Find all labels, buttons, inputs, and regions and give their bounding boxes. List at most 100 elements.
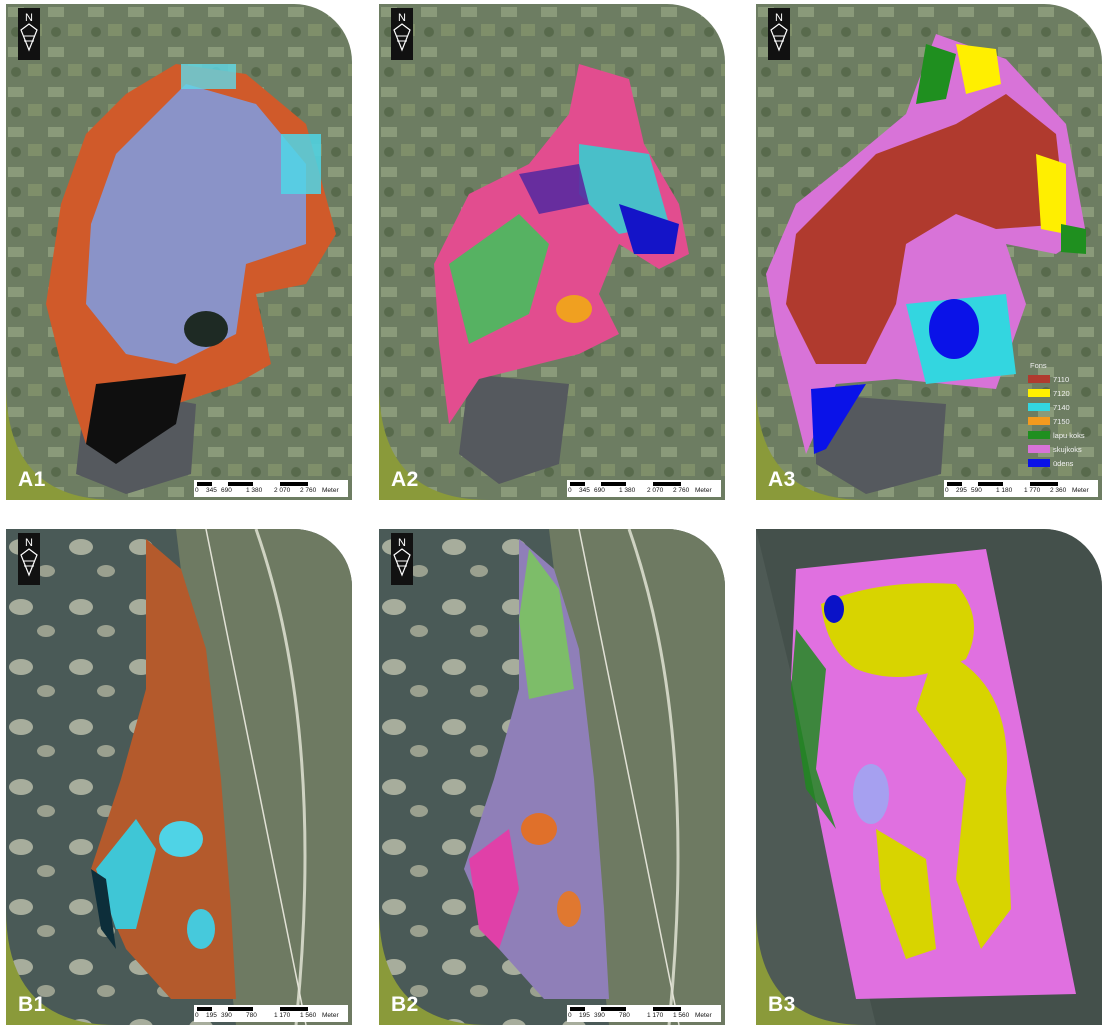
- b3-corner: [756, 909, 866, 1025]
- b3-yellow-band-arc: [916, 649, 1011, 949]
- a3-legend-item: 7110: [1028, 372, 1096, 386]
- b1-coast-line: [254, 529, 307, 1025]
- a3-north-arrow-icon: N: [768, 8, 790, 60]
- b1-label: B1: [18, 993, 46, 1016]
- b2-scale-tick: 195: [579, 1012, 590, 1019]
- b2-scale-tick: 390: [594, 1012, 605, 1019]
- b2-coast-line: [627, 529, 680, 1025]
- a3-legend-swatch: [1028, 375, 1050, 383]
- a3-legend-item: 7140: [1028, 400, 1096, 414]
- b3-lilac-patch: [853, 764, 889, 824]
- b2-road: [578, 529, 680, 1025]
- a2-green-zone: [449, 214, 549, 344]
- a3-legend-label: 7110: [1053, 374, 1070, 384]
- b1-scale-tick: 390: [221, 1012, 232, 1019]
- a3-legend-label: lapu koks: [1053, 430, 1085, 440]
- a3-legend-swatch: [1028, 403, 1050, 411]
- b2-orange-pool-lower: [557, 891, 581, 927]
- b2-map: [379, 529, 725, 1025]
- b2-magenta-zone: [469, 829, 519, 949]
- a3-scale-tick: 1 770: [1024, 487, 1041, 494]
- b3-green-edge: [791, 629, 836, 829]
- b2-corner: [379, 909, 489, 1025]
- b2-scale-tick: 0: [568, 1012, 572, 1019]
- b1-map: [6, 529, 352, 1025]
- a1-scale-tick: 690: [221, 487, 232, 494]
- panel-b3: B3: [756, 529, 1102, 1025]
- a2-scale-tick: 2 760: [673, 487, 690, 494]
- a3-legend-item: 7120: [1028, 386, 1096, 400]
- svg-text:N: N: [775, 12, 783, 24]
- b1-scale-bar: 0 195 390 780 1 170 1 560 Meter: [194, 1005, 348, 1022]
- b2-orange-pool: [521, 813, 557, 845]
- a2-north-arrow-icon: N: [391, 8, 413, 60]
- panel-b1: N B1 0 195 390 780 1 170 1 560 Meter: [6, 529, 352, 1025]
- svg-text:N: N: [398, 12, 406, 24]
- b2-green-zone: [519, 549, 574, 699]
- b1-scale-tick: 1 170: [274, 1012, 291, 1019]
- a3-legend-swatch: [1028, 431, 1050, 439]
- a3-lapu-koks-zone-right: [1061, 224, 1086, 254]
- panel-a2: N A2 0 345 690 1 380 2 070 2 760 Meter: [379, 4, 725, 500]
- svg-text:N: N: [25, 537, 33, 549]
- a1-scale-unit: Meter: [322, 487, 339, 494]
- a3-scale-tick: 295: [956, 487, 967, 494]
- a2-scale-tick: 2 070: [647, 487, 664, 494]
- a3-legend-item: ūdens: [1028, 456, 1096, 470]
- a2-orange-pool: [556, 295, 592, 323]
- a2-scale-tick: 690: [594, 487, 605, 494]
- b1-scale-unit: Meter: [322, 1012, 339, 1019]
- b2-land-strip: [549, 529, 725, 1025]
- panel-a1: N A1 0 345 690 1 380 2 070 2 760 Meter: [6, 4, 352, 500]
- a1-scale-tick: 0: [195, 487, 199, 494]
- a1-scale-bar: 0 345 690 1 380 2 070 2 760 Meter: [194, 480, 348, 497]
- a3-legend-item: 7150: [1028, 414, 1096, 428]
- b1-north-arrow-icon: N: [18, 533, 40, 585]
- b1-scale-tick: 780: [246, 1012, 257, 1019]
- a2-corner: [379, 384, 489, 500]
- a3-lapu-koks-zone: [916, 44, 956, 104]
- svg-text:N: N: [398, 537, 406, 549]
- a1-lake-shadow: [86, 374, 186, 464]
- a1-bog-core: [86, 84, 306, 364]
- b2-scale-bar: 0 195 390 780 1 170 1 560 Meter: [567, 1005, 721, 1022]
- a3-scale-tick: 590: [971, 487, 982, 494]
- a3-legend-swatch: [1028, 445, 1050, 453]
- b1-scale-tick: 1 560: [300, 1012, 317, 1019]
- a2-cyan-zone: [579, 144, 669, 234]
- a3-legend-label: 7120: [1053, 388, 1070, 398]
- panel-a3: N Fons 7110 7120 7140 7150 lapu koks sku…: [756, 4, 1102, 500]
- a2-scale-tick: 0: [568, 487, 572, 494]
- b2-scale-tick: 1 560: [673, 1012, 690, 1019]
- a1-label: A1: [18, 468, 46, 491]
- b2-scale-tick: 1 170: [647, 1012, 664, 1019]
- b2-scale-tick: 780: [619, 1012, 630, 1019]
- a1-corner: [6, 384, 116, 500]
- b3-label: B3: [768, 993, 796, 1016]
- a3-legend-swatch: [1028, 417, 1050, 425]
- a3-legend: Fons 7110 7120 7140 7150 lapu koks skujk…: [1028, 360, 1096, 470]
- a3-legend-label: skujkoks: [1053, 444, 1082, 454]
- a3-water-shore: [811, 384, 866, 454]
- a1-cyan-patch: [281, 134, 321, 194]
- b2-north-arrow-icon: N: [391, 533, 413, 585]
- a3-legend-swatch: [1028, 389, 1050, 397]
- a2-lake: [459, 374, 569, 484]
- a3-legend-item: skujkoks: [1028, 442, 1096, 456]
- a3-legend-title: Fons: [1030, 361, 1047, 370]
- a1-map: [6, 4, 352, 500]
- a3-scale-tick: 2 360: [1050, 487, 1067, 494]
- a1-scale-tick: 2 070: [274, 487, 291, 494]
- a3-lake: [816, 394, 946, 494]
- a3-legend-swatch: [1028, 459, 1050, 467]
- b1-dark-zone: [91, 869, 116, 949]
- b1-cyan-zone: [96, 819, 156, 929]
- a3-legend-item: lapu koks: [1028, 428, 1096, 442]
- a3-legend-label: ūdens: [1053, 458, 1074, 468]
- a2-scale-tick: 1 380: [619, 487, 636, 494]
- a2-purple-zone: [519, 164, 589, 214]
- a3-label: A3: [768, 468, 796, 491]
- b1-scale-tick: 195: [206, 1012, 217, 1019]
- a2-scale-bar: 0 345 690 1 380 2 070 2 760 Meter: [567, 480, 721, 497]
- b2-label: B2: [391, 993, 419, 1016]
